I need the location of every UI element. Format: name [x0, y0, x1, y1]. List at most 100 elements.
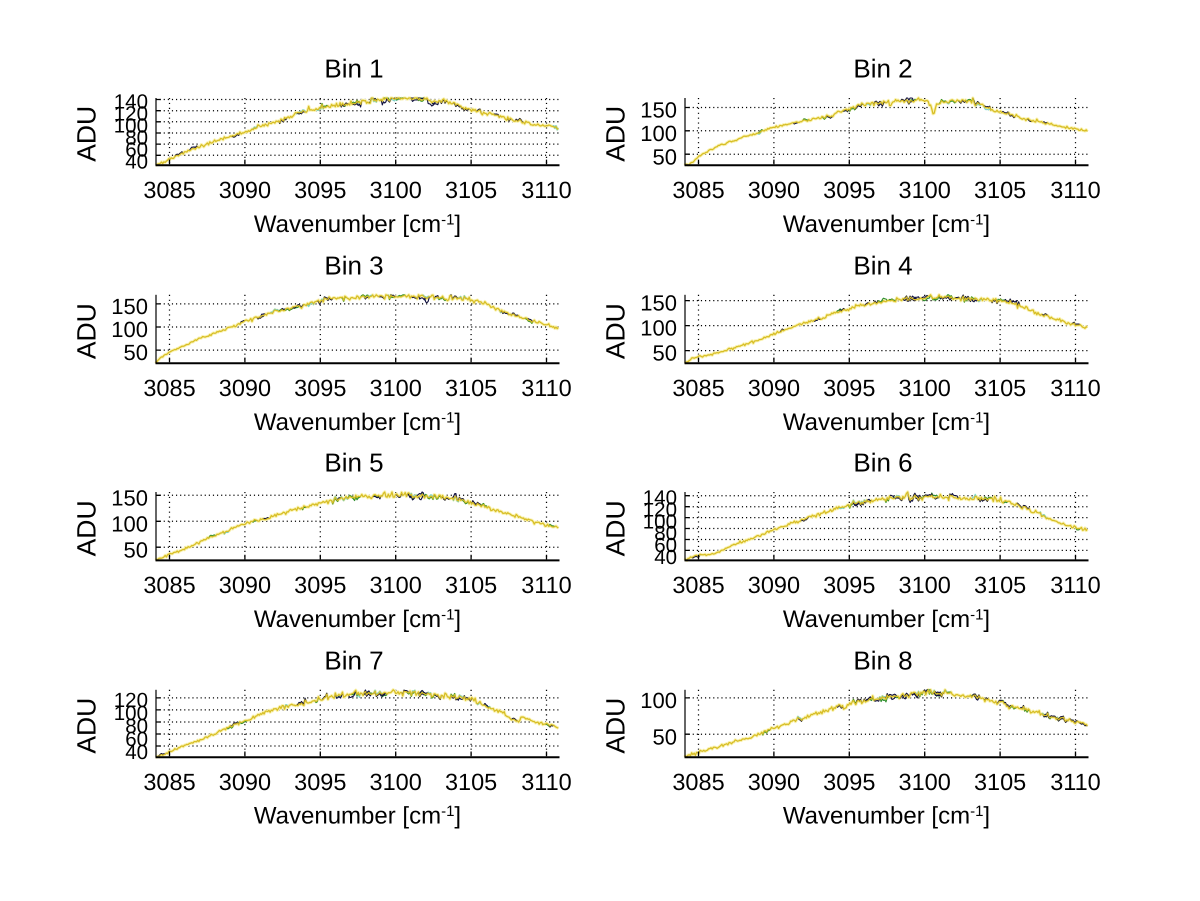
svg-text:80: 80	[654, 522, 677, 545]
svg-text:3110: 3110	[1050, 769, 1101, 795]
svg-text:Bin 8: Bin 8	[853, 645, 912, 675]
svg-text:3105: 3105	[445, 572, 497, 598]
svg-text:ADU: ADU	[600, 698, 630, 754]
svg-text:3100: 3100	[370, 769, 422, 795]
svg-text:Bin 2: Bin 2	[853, 54, 912, 84]
svg-text:3105: 3105	[974, 375, 1026, 401]
svg-text:100: 100	[643, 510, 677, 533]
svg-text:Wavenumber [cm-1]: Wavenumber [cm-1]	[254, 211, 461, 238]
svg-text:3105: 3105	[445, 177, 497, 203]
svg-text:3085: 3085	[143, 769, 195, 795]
svg-text:100: 100	[640, 316, 677, 341]
svg-text:3095: 3095	[294, 769, 346, 795]
svg-text:Bin 4: Bin 4	[853, 250, 912, 280]
svg-text:3105: 3105	[974, 572, 1026, 598]
svg-text:40: 40	[125, 151, 148, 174]
svg-text:ADU: ADU	[600, 106, 630, 162]
svg-text:3085: 3085	[672, 375, 724, 401]
svg-text:Wavenumber [cm-1]: Wavenumber [cm-1]	[783, 606, 990, 633]
svg-text:3110: 3110	[1050, 375, 1101, 401]
svg-text:ADU: ADU	[71, 303, 101, 359]
svg-text:Wavenumber [cm-1]: Wavenumber [cm-1]	[254, 803, 461, 830]
svg-text:Wavenumber [cm-1]: Wavenumber [cm-1]	[783, 211, 990, 238]
svg-text:3110: 3110	[521, 769, 572, 795]
svg-text:3105: 3105	[445, 375, 497, 401]
svg-text:140: 140	[114, 91, 148, 114]
svg-text:3105: 3105	[974, 177, 1026, 203]
svg-text:3100: 3100	[899, 769, 951, 795]
svg-text:40: 40	[125, 741, 148, 764]
svg-text:Bin 5: Bin 5	[324, 448, 383, 478]
svg-text:50: 50	[653, 341, 677, 366]
svg-text:3100: 3100	[370, 177, 422, 203]
svg-text:3085: 3085	[143, 375, 195, 401]
svg-text:Wavenumber [cm-1]: Wavenumber [cm-1]	[254, 409, 461, 436]
svg-text:3095: 3095	[823, 375, 875, 401]
svg-text:3090: 3090	[219, 769, 271, 795]
svg-text:ADU: ADU	[71, 106, 101, 162]
svg-text:60: 60	[125, 728, 148, 751]
svg-text:100: 100	[111, 317, 148, 342]
svg-text:120: 120	[114, 689, 148, 712]
svg-text:120: 120	[643, 499, 677, 522]
svg-text:50: 50	[653, 144, 677, 169]
svg-text:3095: 3095	[294, 572, 346, 598]
svg-text:3090: 3090	[219, 572, 271, 598]
svg-text:80: 80	[125, 127, 148, 150]
svg-text:100: 100	[111, 511, 148, 536]
svg-text:3105: 3105	[445, 769, 497, 795]
svg-text:3095: 3095	[294, 177, 346, 203]
svg-text:3100: 3100	[899, 375, 951, 401]
svg-text:Bin 7: Bin 7	[324, 645, 383, 675]
svg-text:Wavenumber [cm-1]: Wavenumber [cm-1]	[254, 606, 461, 633]
svg-text:3095: 3095	[294, 375, 346, 401]
svg-text:100: 100	[640, 121, 677, 146]
svg-text:Bin 3: Bin 3	[324, 250, 383, 280]
svg-text:ADU: ADU	[600, 303, 630, 359]
svg-text:3110: 3110	[1050, 177, 1101, 203]
svg-text:3090: 3090	[748, 177, 800, 203]
svg-text:100: 100	[114, 115, 148, 138]
svg-text:3110: 3110	[1050, 572, 1101, 598]
svg-text:3090: 3090	[219, 375, 271, 401]
svg-text:3095: 3095	[823, 572, 875, 598]
svg-text:3085: 3085	[672, 177, 724, 203]
svg-text:150: 150	[111, 485, 148, 510]
svg-text:3085: 3085	[143, 572, 195, 598]
svg-text:150: 150	[640, 291, 677, 316]
svg-text:Bin 6: Bin 6	[853, 448, 912, 478]
svg-text:3090: 3090	[748, 375, 800, 401]
svg-text:3105: 3105	[974, 769, 1026, 795]
svg-text:40: 40	[654, 546, 677, 569]
svg-text:Wavenumber [cm-1]: Wavenumber [cm-1]	[783, 803, 990, 830]
svg-text:3095: 3095	[823, 769, 875, 795]
svg-text:60: 60	[125, 139, 148, 162]
svg-text:3100: 3100	[899, 572, 951, 598]
svg-text:3110: 3110	[521, 572, 572, 598]
svg-text:Wavenumber [cm-1]: Wavenumber [cm-1]	[783, 409, 990, 436]
svg-text:150: 150	[111, 294, 148, 319]
svg-text:3085: 3085	[143, 177, 195, 203]
svg-text:100: 100	[114, 702, 148, 725]
svg-text:3100: 3100	[899, 177, 951, 203]
svg-text:100: 100	[640, 688, 677, 713]
svg-text:3090: 3090	[748, 572, 800, 598]
svg-text:3100: 3100	[370, 572, 422, 598]
svg-text:50: 50	[124, 537, 148, 562]
svg-text:ADU: ADU	[600, 500, 630, 556]
svg-text:ADU: ADU	[71, 500, 101, 556]
svg-text:Bin 1: Bin 1	[324, 54, 383, 84]
svg-text:3085: 3085	[672, 572, 724, 598]
svg-text:3090: 3090	[219, 177, 271, 203]
svg-text:3090: 3090	[748, 769, 800, 795]
svg-text:150: 150	[640, 98, 677, 123]
svg-text:140: 140	[643, 487, 677, 510]
svg-text:3100: 3100	[370, 375, 422, 401]
svg-text:ADU: ADU	[71, 698, 101, 754]
svg-text:60: 60	[654, 534, 677, 557]
svg-text:3095: 3095	[823, 177, 875, 203]
svg-text:120: 120	[114, 103, 148, 126]
svg-text:50: 50	[653, 724, 677, 749]
svg-text:3110: 3110	[521, 177, 572, 203]
svg-text:3110: 3110	[521, 375, 572, 401]
